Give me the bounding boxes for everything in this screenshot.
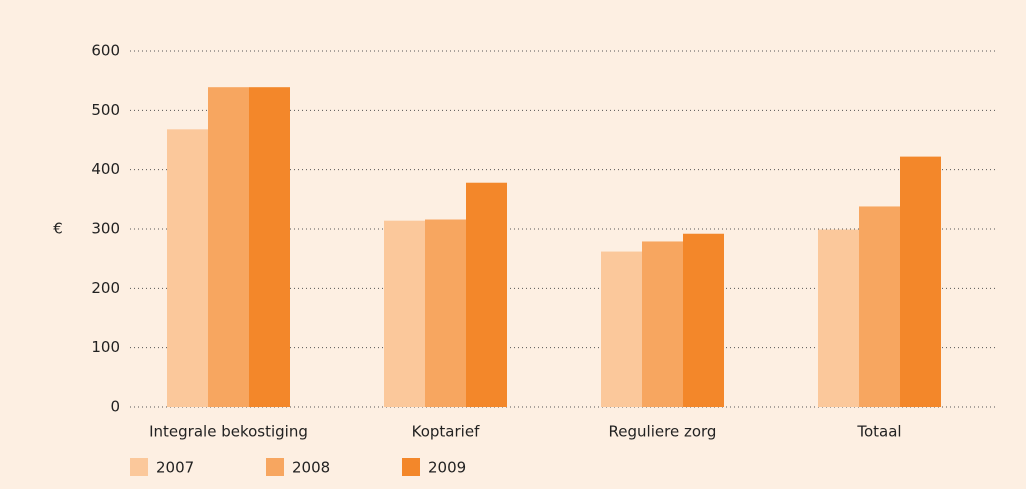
legend-swatch: [402, 458, 420, 476]
legend-label: 2009: [428, 459, 466, 477]
y-tick-label: 500: [91, 101, 120, 119]
y-tick-label: 300: [91, 220, 120, 238]
x-tick-label: Reguliere zorg: [609, 423, 717, 441]
y-axis-label: €: [53, 220, 63, 238]
bar: [425, 219, 466, 407]
y-tick-label: 200: [91, 279, 120, 297]
x-tick-label: Totaal: [856, 423, 901, 441]
legend-swatch: [130, 458, 148, 476]
legend-swatch: [266, 458, 284, 476]
bar: [384, 220, 425, 407]
x-tick-label: Koptarief: [412, 423, 480, 441]
y-tick-label: 0: [110, 398, 120, 416]
x-tick-label: Integrale bekostiging: [149, 423, 308, 441]
bar: [249, 87, 290, 408]
legend-label: 2008: [292, 459, 330, 477]
bar: [683, 233, 724, 407]
bar: [601, 251, 642, 407]
bar: [466, 182, 507, 407]
y-tick-label: 100: [91, 338, 120, 356]
y-tick-label: 400: [91, 160, 120, 178]
bar: [818, 229, 859, 407]
bar: [208, 87, 249, 408]
bar: [900, 156, 941, 407]
bar: [859, 206, 900, 407]
y-tick-label: 600: [91, 42, 120, 60]
legend-label: 2007: [156, 459, 194, 477]
bar: [642, 241, 683, 407]
bar: [167, 129, 208, 407]
